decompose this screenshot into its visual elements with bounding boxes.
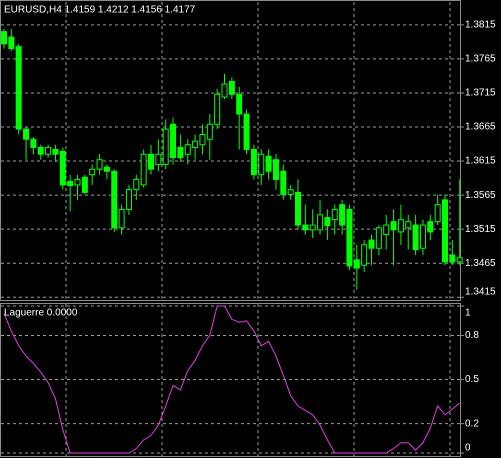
y-tick-label: 1.3415 xyxy=(465,287,496,298)
candle-body xyxy=(37,146,44,155)
candle-body xyxy=(324,217,331,227)
y-tick-label: 0.2 xyxy=(465,418,479,429)
y-tick-label: 0.8 xyxy=(465,330,479,341)
candle-body xyxy=(390,221,397,231)
candle-body xyxy=(89,168,96,176)
candle-body xyxy=(236,93,243,115)
candle-body xyxy=(221,83,228,98)
candle-body xyxy=(317,214,324,231)
candle-body xyxy=(52,148,59,155)
candle-body xyxy=(59,151,66,186)
candle-body xyxy=(427,221,434,233)
candle-body xyxy=(449,254,456,263)
y-tick-label: 0 xyxy=(465,443,471,454)
candle-body xyxy=(250,148,257,176)
candle-body xyxy=(162,128,169,165)
y-tick-label: 1.3765 xyxy=(465,54,496,65)
candle-body xyxy=(118,208,125,229)
candle-body xyxy=(368,239,375,249)
main-frame xyxy=(0,0,461,301)
candle-body xyxy=(111,170,118,229)
candle-body xyxy=(287,189,294,195)
candle-body xyxy=(96,159,103,170)
candle-body xyxy=(8,36,15,50)
candle-body xyxy=(243,113,250,150)
candle-body xyxy=(74,178,81,186)
candle-body xyxy=(258,153,265,176)
y-tick-label: 1 xyxy=(465,308,471,319)
candle-body xyxy=(419,224,426,249)
y-tick-label: 1.3615 xyxy=(465,156,496,167)
chart-title: EURUSD,H4 1.4159 1.4212 1.4156 1.4177 xyxy=(4,5,196,16)
candle-body xyxy=(397,219,404,233)
indicator-line xyxy=(3,305,461,454)
candle-body xyxy=(30,138,37,148)
candle-body xyxy=(148,153,154,170)
candle-body xyxy=(133,178,140,191)
candle-body xyxy=(280,170,287,195)
candle-body xyxy=(23,128,30,140)
candle-body xyxy=(1,31,7,45)
candle-body xyxy=(155,153,162,165)
y-tick-label: 1.3815 xyxy=(465,19,496,30)
candle-body xyxy=(383,224,390,236)
candle-body xyxy=(353,259,360,269)
y-tick-label: 1.3715 xyxy=(465,88,496,99)
candle-body xyxy=(81,176,88,193)
candle-body xyxy=(339,204,346,226)
candle-body xyxy=(434,204,441,223)
candle-body xyxy=(361,244,368,266)
candle-body xyxy=(206,123,213,140)
candle-body xyxy=(170,123,177,159)
y-tick-label: 1.3465 xyxy=(465,258,496,269)
candle-body xyxy=(295,191,301,226)
candle-body xyxy=(184,144,191,155)
candle-body xyxy=(199,133,206,146)
candle-body xyxy=(103,166,110,172)
candle-body xyxy=(405,221,412,229)
candle-body xyxy=(140,153,147,186)
candle-body xyxy=(192,140,199,148)
candle-body xyxy=(302,224,309,231)
candle-body xyxy=(346,208,353,267)
candle-body xyxy=(272,159,279,180)
candle-body xyxy=(442,199,448,263)
candle-body xyxy=(214,93,221,125)
y-tick-label: 1.3515 xyxy=(465,224,496,235)
candle-body xyxy=(265,155,272,172)
candle-body xyxy=(67,180,74,187)
candle-body xyxy=(15,46,22,130)
candle-body xyxy=(412,224,419,251)
candle-body xyxy=(228,80,235,95)
candle-body xyxy=(331,208,338,221)
candle-body xyxy=(45,146,52,155)
y-tick-label: 1.3565 xyxy=(465,190,496,201)
vertical-grid xyxy=(65,2,451,456)
chart-title: Laguerre 0.0000 xyxy=(4,308,78,319)
candle-body xyxy=(177,146,184,159)
y-tick-label: 0.5 xyxy=(465,374,479,385)
candle-body xyxy=(375,227,382,249)
candle-body xyxy=(309,224,316,231)
y-tick-label: 1.3665 xyxy=(465,122,496,133)
candle-body xyxy=(125,189,132,210)
candle-body xyxy=(456,257,463,263)
